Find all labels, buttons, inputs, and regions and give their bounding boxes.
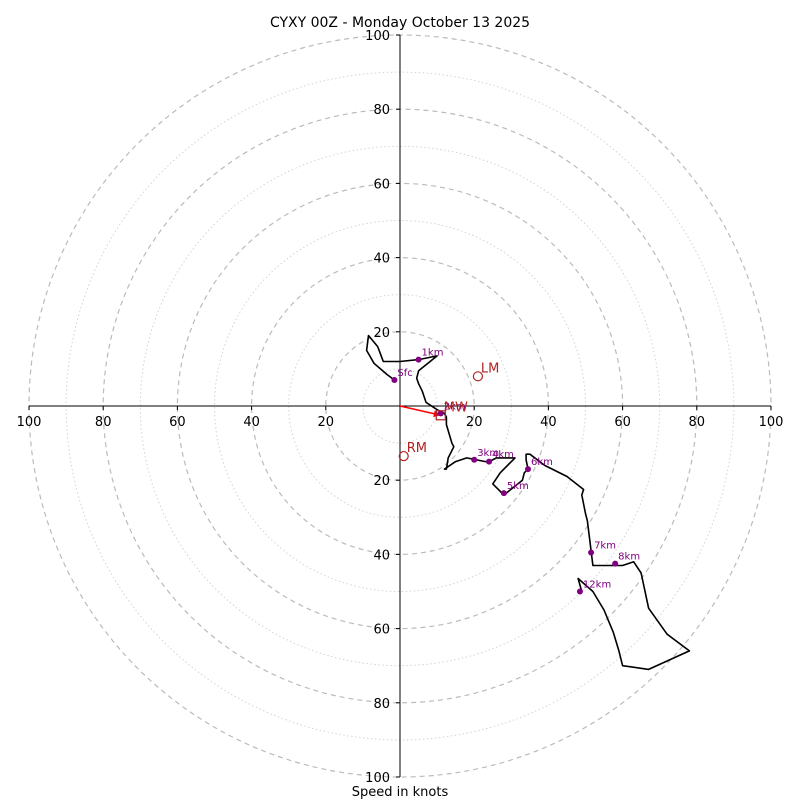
hodograph-trace-group: [365, 334, 691, 671]
storm-motion-label-RM: RM: [407, 441, 427, 456]
x-tick-label: 60: [169, 415, 186, 430]
height-label-3km: 3km: [477, 448, 499, 459]
chart-title: CYXY 00Z - Monday October 13 2025: [270, 15, 530, 31]
x-tick-label: 20: [466, 415, 483, 430]
y-tick-label: 20: [373, 474, 390, 489]
y-tick-label: 20: [373, 326, 390, 341]
height-label-8km: 8km: [618, 552, 640, 563]
height-label-12km: 12km: [583, 580, 611, 591]
x-tick-label: 60: [614, 415, 631, 430]
height-marker-12km: [576, 588, 583, 595]
height-marker-8km: [612, 560, 619, 567]
storm-motion-marker-RM: [398, 450, 409, 462]
height-label-5km: 5km: [507, 481, 529, 492]
height-marker-1km: [415, 356, 422, 363]
height-label-2km: 2km: [444, 401, 466, 412]
storm-motion-markers: LM RM MW: [398, 361, 499, 462]
y-tick-label: 60: [373, 177, 390, 192]
storm-motion-label-MW: MW: [444, 400, 468, 415]
x-tick-label: 80: [95, 415, 112, 430]
y-tick-label: 80: [373, 697, 390, 712]
tick-labels: 100 80 60 40 20 20 40 60 80 100 100 80 60 40 20 20 40 60 8…: [17, 29, 784, 786]
height-marker-7km: [588, 549, 595, 556]
x-tick-label: 100: [759, 415, 784, 430]
height-label-7km: 7km: [594, 541, 616, 552]
x-tick-label: 100: [17, 415, 42, 430]
x-tick-label: 20: [318, 415, 335, 430]
x-tick-label: 40: [243, 415, 260, 430]
y-tick-label: 80: [373, 103, 390, 118]
height-label-4km: 4km: [492, 450, 514, 461]
height-marker-4km: [486, 458, 493, 465]
y-tick-label: 40: [373, 548, 390, 563]
height-marker-5km: [500, 490, 507, 497]
storm-motion-marker-LM: [472, 371, 484, 382]
x-tick-label: 80: [689, 415, 706, 430]
y-tick-label: 60: [373, 623, 390, 638]
hodograph-trace: [365, 334, 691, 671]
height-marker-3km: [471, 456, 478, 463]
height-marker-6km: [524, 466, 531, 473]
height-marker-2km: [437, 410, 444, 417]
height-marker-Sfc: [391, 377, 398, 384]
height-label-6km: 6km: [531, 457, 553, 468]
x-axis-label: Speed in knots: [352, 785, 449, 800]
y-tick-label: 100: [365, 29, 390, 44]
x-tick-label: 40: [540, 415, 557, 430]
storm-motion-marker-MW: [435, 410, 446, 421]
storm-motion-label-LM: LM: [481, 361, 499, 376]
height-label-Sfc: Sfc: [397, 368, 412, 379]
height-label-1km: 1km: [422, 348, 444, 359]
y-tick-label: 100: [365, 771, 390, 786]
y-tick-label: 40: [373, 252, 390, 267]
